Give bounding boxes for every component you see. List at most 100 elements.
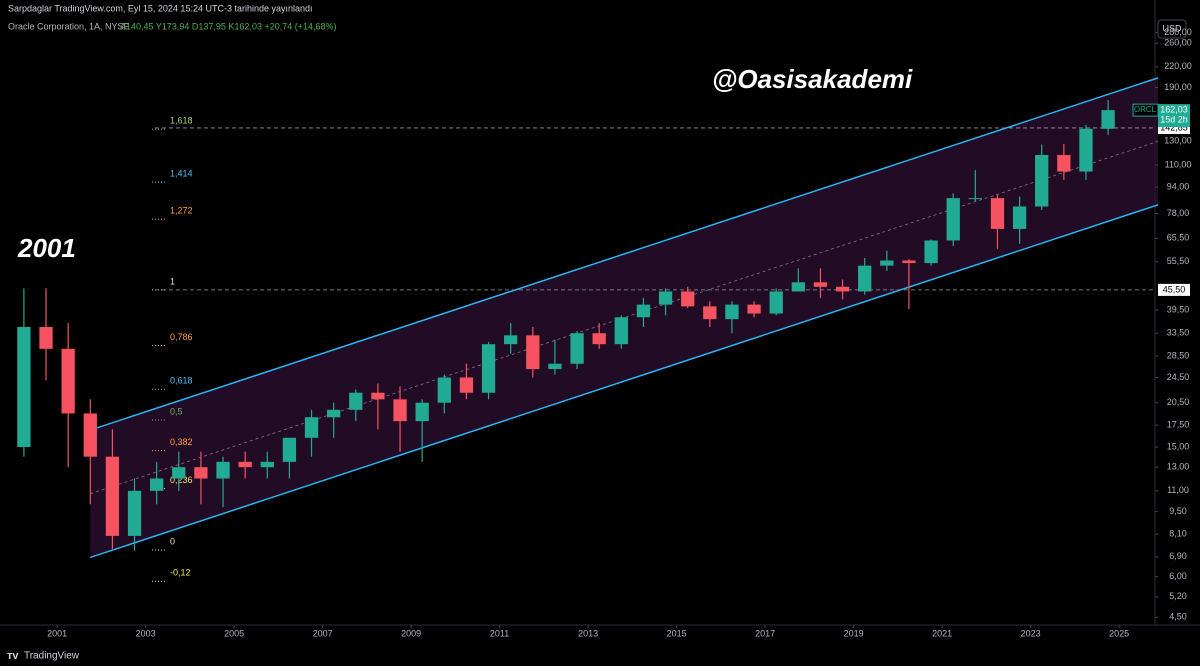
candle-body: [769, 291, 783, 314]
x-tick-label: 2017: [755, 628, 775, 638]
y-tick-label: 5,20: [1169, 591, 1187, 601]
fib-level-label: 0,5: [170, 406, 183, 416]
price-line-label: 142,85: [1160, 122, 1188, 132]
candle-body: [127, 490, 142, 536]
candle-body: [658, 291, 673, 305]
x-tick-label: 2011: [490, 628, 509, 638]
y-tick-label: 94,00: [1167, 182, 1190, 192]
candle-body: [1035, 155, 1049, 207]
y-tick-label: 55,50: [1167, 256, 1190, 266]
channel-midline: [90, 140, 1159, 495]
candle-body: [703, 306, 717, 320]
candle-body: [17, 327, 31, 447]
candle-body: [747, 304, 761, 314]
candle-body: [1057, 155, 1071, 172]
fib-level-label: 1: [170, 276, 175, 286]
last-price-tag: [1158, 104, 1190, 128]
x-tick-label: 2021: [932, 628, 952, 638]
y-tick-label: 8,10: [1169, 529, 1187, 539]
y-tick-label: 190,00: [1164, 82, 1192, 92]
y-tick-label: 6,90: [1169, 551, 1187, 561]
candle-body: [725, 304, 739, 320]
candle-body: [835, 286, 850, 292]
x-tick-label: 2009: [401, 628, 421, 638]
candle-body: [791, 282, 805, 292]
plot-area: 1,618 1,414 1,272 1 0,786 0,618 0,5 0,382 0,236 0…: [17, 77, 1159, 582]
candle-body: [1101, 110, 1115, 129]
branding: TradingView: [24, 651, 80, 662]
currency-label[interactable]: USD: [1162, 23, 1182, 33]
y-tick-label: 28,50: [1167, 350, 1190, 360]
x-tick-label: 2007: [313, 628, 333, 638]
candle-body: [304, 417, 319, 438]
y-tick-label: 220,00: [1164, 61, 1192, 71]
fib-level-label: 0,382: [170, 437, 193, 447]
y-tick-label: 39,50: [1167, 304, 1190, 314]
currency-button[interactable]: [1157, 19, 1187, 39]
candle-body: [858, 265, 872, 292]
fib-level-label: 0: [170, 536, 175, 546]
fib-level-label: 1,618: [170, 115, 193, 125]
candle-body: [968, 198, 982, 200]
candle-body: [880, 260, 894, 266]
candle-body: [946, 198, 960, 241]
candle-body: [393, 399, 407, 422]
candle-body: [990, 198, 1005, 229]
y-tick-label: 260,00: [1164, 38, 1192, 48]
candle-body: [481, 344, 496, 393]
fib-level-label: -0,12: [170, 568, 191, 578]
y-tick-label: 6,00: [1169, 571, 1187, 581]
x-tick-label: 2019: [844, 628, 864, 638]
fib-level-label: 0,618: [170, 376, 193, 386]
candle-body: [924, 240, 938, 264]
y-tick-label: 13,00: [1167, 462, 1190, 472]
y-tick-label: 33,50: [1167, 328, 1190, 338]
candle-body: [238, 461, 252, 468]
candle-body: [61, 348, 75, 414]
candle-body: [282, 437, 297, 462]
candle-body: [150, 478, 164, 491]
y-tick-label: 280,00: [1164, 27, 1192, 37]
y-tick-label: 110,00: [1165, 159, 1192, 169]
candle-body: [39, 327, 53, 349]
candle-body: [216, 461, 230, 479]
symbol-label: ORCL: [1134, 105, 1157, 114]
x-tick-label: 2005: [224, 628, 244, 638]
price-line-tag: [1158, 283, 1190, 296]
candle-body: [592, 333, 606, 345]
y-tick-label: 20,50: [1167, 397, 1190, 407]
year-annotation: 2001: [17, 233, 76, 263]
candle-body: [349, 392, 363, 410]
symbol-title: Oracle Corporation, 1A, NYSE: [8, 21, 130, 31]
y-tick-label: 15,00: [1167, 441, 1190, 451]
y-tick-label: 65,50: [1167, 233, 1190, 243]
candle-body: [1012, 206, 1027, 229]
price-line-label: 45,50: [1163, 284, 1186, 294]
candle-body: [260, 461, 274, 468]
candle-body: [459, 377, 474, 393]
x-tick-label: 2001: [47, 628, 67, 638]
ohlc-values: A140,45 Y173,94 D137,95 K162,03 +20,74 (…: [120, 21, 337, 31]
fib-level-label: 1,414: [170, 169, 193, 179]
y-tick-label: 9,50: [1169, 506, 1187, 516]
last-price-label: 162,03: [1160, 104, 1188, 114]
candle-body: [902, 260, 916, 264]
candle-body: [437, 377, 451, 403]
y-tick-label: 4,50: [1169, 612, 1187, 622]
candle-body: [327, 409, 341, 418]
candle-body: [371, 392, 385, 400]
channel-lower: [90, 204, 1159, 559]
channel-upper: [90, 77, 1159, 431]
candle-body: [105, 456, 120, 536]
candle-body: [172, 467, 186, 479]
y-tick-label: 11,00: [1167, 485, 1189, 495]
watermark: @Oasisakademi: [712, 64, 913, 94]
y-tick-label: 130,00: [1164, 136, 1192, 146]
x-tick-label: 2025: [1109, 628, 1129, 638]
countdown-label: 15d 2h: [1160, 114, 1188, 124]
candle-body: [526, 335, 540, 370]
fib-level-label: 0,236: [170, 475, 193, 485]
x-tick-label: 2023: [1021, 628, 1041, 638]
